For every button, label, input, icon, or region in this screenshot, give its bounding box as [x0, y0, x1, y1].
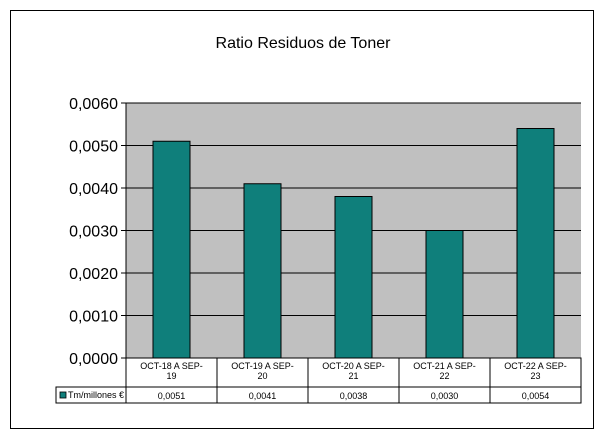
- y-tick-label: 0,0030: [69, 224, 118, 241]
- y-tick-label: 0,0000: [69, 351, 118, 368]
- axes: [121, 102, 127, 359]
- y-tick-label: 0,0060: [69, 96, 118, 113]
- values-row: [55, 386, 582, 404]
- category-label: 21: [348, 371, 358, 381]
- y-axis-ticks: 0,0000 0,0010 0,0020 0,0030 0,0040 0,0050 0,00…: [69, 96, 118, 368]
- data-label: 0,0038: [340, 391, 368, 401]
- bar: [425, 230, 464, 359]
- category-label: 22: [439, 371, 449, 381]
- data-table: OCT-18 A SEP-19 0,0051 OCT-19 A SEP-20 0,00…: [55, 357, 582, 404]
- category-label: OCT-21 A SEP-: [413, 361, 476, 371]
- bar: [152, 140, 191, 359]
- legend-label: Tm/millones €: [68, 390, 124, 400]
- category-label: 23: [530, 371, 540, 381]
- chart-title: Ratio Residuos de Toner: [216, 35, 392, 52]
- category-label: 19: [166, 371, 176, 381]
- category-row: [125, 357, 582, 388]
- data-label: 0,0051: [158, 391, 186, 401]
- y-tick-label: 0,0050: [69, 139, 118, 156]
- category-label: OCT-18 A SEP-: [140, 361, 203, 371]
- y-tick-label: 0,0010: [69, 309, 118, 326]
- bar: [243, 183, 282, 359]
- legend-swatch: [59, 391, 67, 399]
- bar: [516, 128, 555, 359]
- category-label: OCT-22 A SEP-: [504, 361, 567, 371]
- category-label: 20: [257, 371, 267, 381]
- data-label: 0,0041: [249, 391, 277, 401]
- y-tick-label: 0,0020: [69, 266, 118, 283]
- category-label: OCT-19 A SEP-: [231, 361, 294, 371]
- data-label: 0,0054: [522, 391, 550, 401]
- bar: [334, 196, 373, 359]
- data-label: 0,0030: [431, 391, 459, 401]
- bars: [152, 128, 555, 359]
- category-label: OCT-20 A SEP-: [322, 361, 385, 371]
- y-tick-label: 0,0040: [69, 181, 118, 198]
